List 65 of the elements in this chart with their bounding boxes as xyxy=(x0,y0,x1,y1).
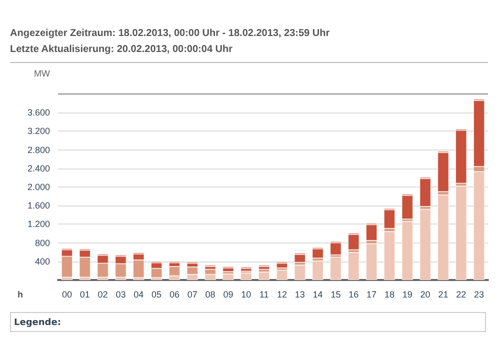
bar xyxy=(168,266,180,276)
chart-title: Angezeigter Zeitraum: 18.02.2013, 00:00 Uhr - 18.02.2013, 23:59 Uhr xyxy=(10,27,330,41)
bar xyxy=(438,152,449,192)
x-tick-label: 21 xyxy=(438,290,448,300)
bar xyxy=(222,274,234,280)
y-tick-label: 2.000 xyxy=(27,182,50,192)
y-tick-label: 800 xyxy=(34,238,50,248)
text: Legende: xyxy=(10,312,486,332)
bar xyxy=(438,194,449,280)
x-tick-label: 12 xyxy=(276,290,287,300)
bar xyxy=(312,248,324,258)
x-tick-label: 22 xyxy=(456,290,466,300)
bar xyxy=(276,263,288,268)
bar xyxy=(258,272,270,280)
bar xyxy=(222,268,234,272)
bar xyxy=(402,221,413,280)
bar xyxy=(456,186,467,280)
bar xyxy=(384,210,396,228)
x-tick-label: 10 xyxy=(241,290,252,300)
x-tick-label: 02 xyxy=(98,290,108,300)
y-tick-label: 400 xyxy=(34,256,50,266)
x-tick-label: 09 xyxy=(223,290,234,300)
y-tick-label: 3.600 xyxy=(27,108,50,118)
x-tick-label: 20 xyxy=(420,290,430,300)
x-tick-label: 03 xyxy=(116,290,126,300)
chart-subtitle: Letzte Aktualisierung: 20.02.2013, 00:00:04 Uhr xyxy=(10,43,234,57)
bar xyxy=(366,244,378,280)
x-tick-label: 15 xyxy=(330,290,341,300)
bar xyxy=(420,209,431,280)
bar xyxy=(330,242,342,255)
x-tick-label: 00 xyxy=(62,290,72,300)
y-tick-label: 2.400 xyxy=(27,163,50,174)
y-tick-label: 2.800 xyxy=(27,144,50,155)
bar xyxy=(294,265,306,280)
bar xyxy=(312,260,324,280)
bar xyxy=(294,254,306,262)
bar xyxy=(456,130,467,184)
y-tick-label: 3.200 xyxy=(27,126,50,136)
x-axis-title: h xyxy=(18,290,23,300)
bar xyxy=(330,257,342,280)
x-tick-label: 01 xyxy=(80,290,90,300)
x-tick-label: 14 xyxy=(312,290,323,300)
x-tick-label: 19 xyxy=(402,290,412,300)
bar xyxy=(384,232,396,280)
y-tick-label: 1.600 xyxy=(27,200,50,211)
x-tick-label: 16 xyxy=(348,290,359,300)
x-tick-label: 07 xyxy=(187,290,198,300)
x-tick-label: 18 xyxy=(384,290,394,300)
bar xyxy=(402,195,413,220)
y-tick-label: 1.200 xyxy=(27,219,50,230)
x-tick-label: 08 xyxy=(205,290,216,300)
x-tick-label: 13 xyxy=(294,290,305,300)
x-tick-label: 23 xyxy=(474,290,484,300)
bar xyxy=(276,270,288,280)
y-axis-title: MW xyxy=(34,68,50,78)
bar xyxy=(420,178,431,207)
x-tick-label: 04 xyxy=(134,290,144,300)
x-tick-label: 05 xyxy=(152,290,162,300)
bar xyxy=(348,234,360,250)
x-tick-label: 11 xyxy=(259,290,269,300)
x-tick-label: 17 xyxy=(366,290,377,300)
bar xyxy=(366,224,378,240)
bar xyxy=(258,266,270,270)
x-tick-label: 06 xyxy=(169,290,180,300)
bar xyxy=(348,252,360,280)
